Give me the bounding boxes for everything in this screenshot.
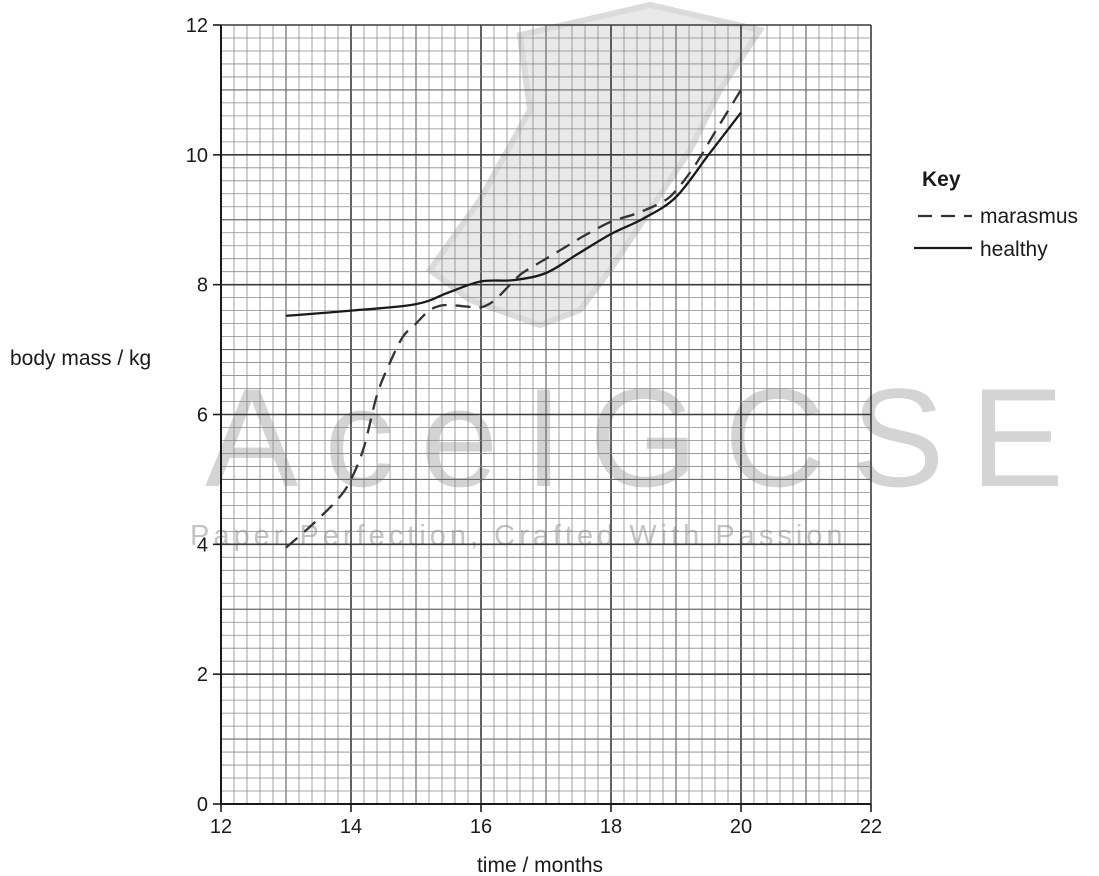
y-tick-label: 2 [197,664,208,686]
x-tick-label: 22 [860,816,882,838]
y-axis-label: body mass / kg [10,347,151,370]
y-tick-label: 8 [197,275,208,297]
y-tick-label: 12 [186,15,208,37]
legend-title: Key [922,168,961,191]
y-tick-label: 6 [197,405,208,427]
legend-label-healthy: healthy [980,238,1048,261]
watermark-emblem-shape [425,1,765,329]
x-tick-label: 14 [340,816,362,838]
watermark-tagline: Paper Perfection, Crafted With Passion [190,520,847,552]
y-tick-label: 0 [197,794,208,816]
x-tick-label: 12 [210,816,232,838]
grid [220,24,872,805]
y-tick-label: 10 [186,145,208,167]
series-line-healthy [285,111,742,317]
legend: Key marasmus healthy [914,168,1078,261]
x-tick-label: 16 [470,816,492,838]
tick-labels: 12 14 16 18 20 22 0 2 4 6 8 10 12 [186,15,882,838]
y-tick-label: 4 [197,534,208,556]
x-tick-label: 20 [730,816,752,838]
x-tick-label: 18 [600,816,622,838]
series-lines [285,89,742,549]
legend-label-marasmus: marasmus [980,205,1078,228]
watermark-title: AceIGCSE [205,359,1090,516]
series-line-marasmus [285,89,742,549]
x-axis-label: time / months [477,854,603,876]
